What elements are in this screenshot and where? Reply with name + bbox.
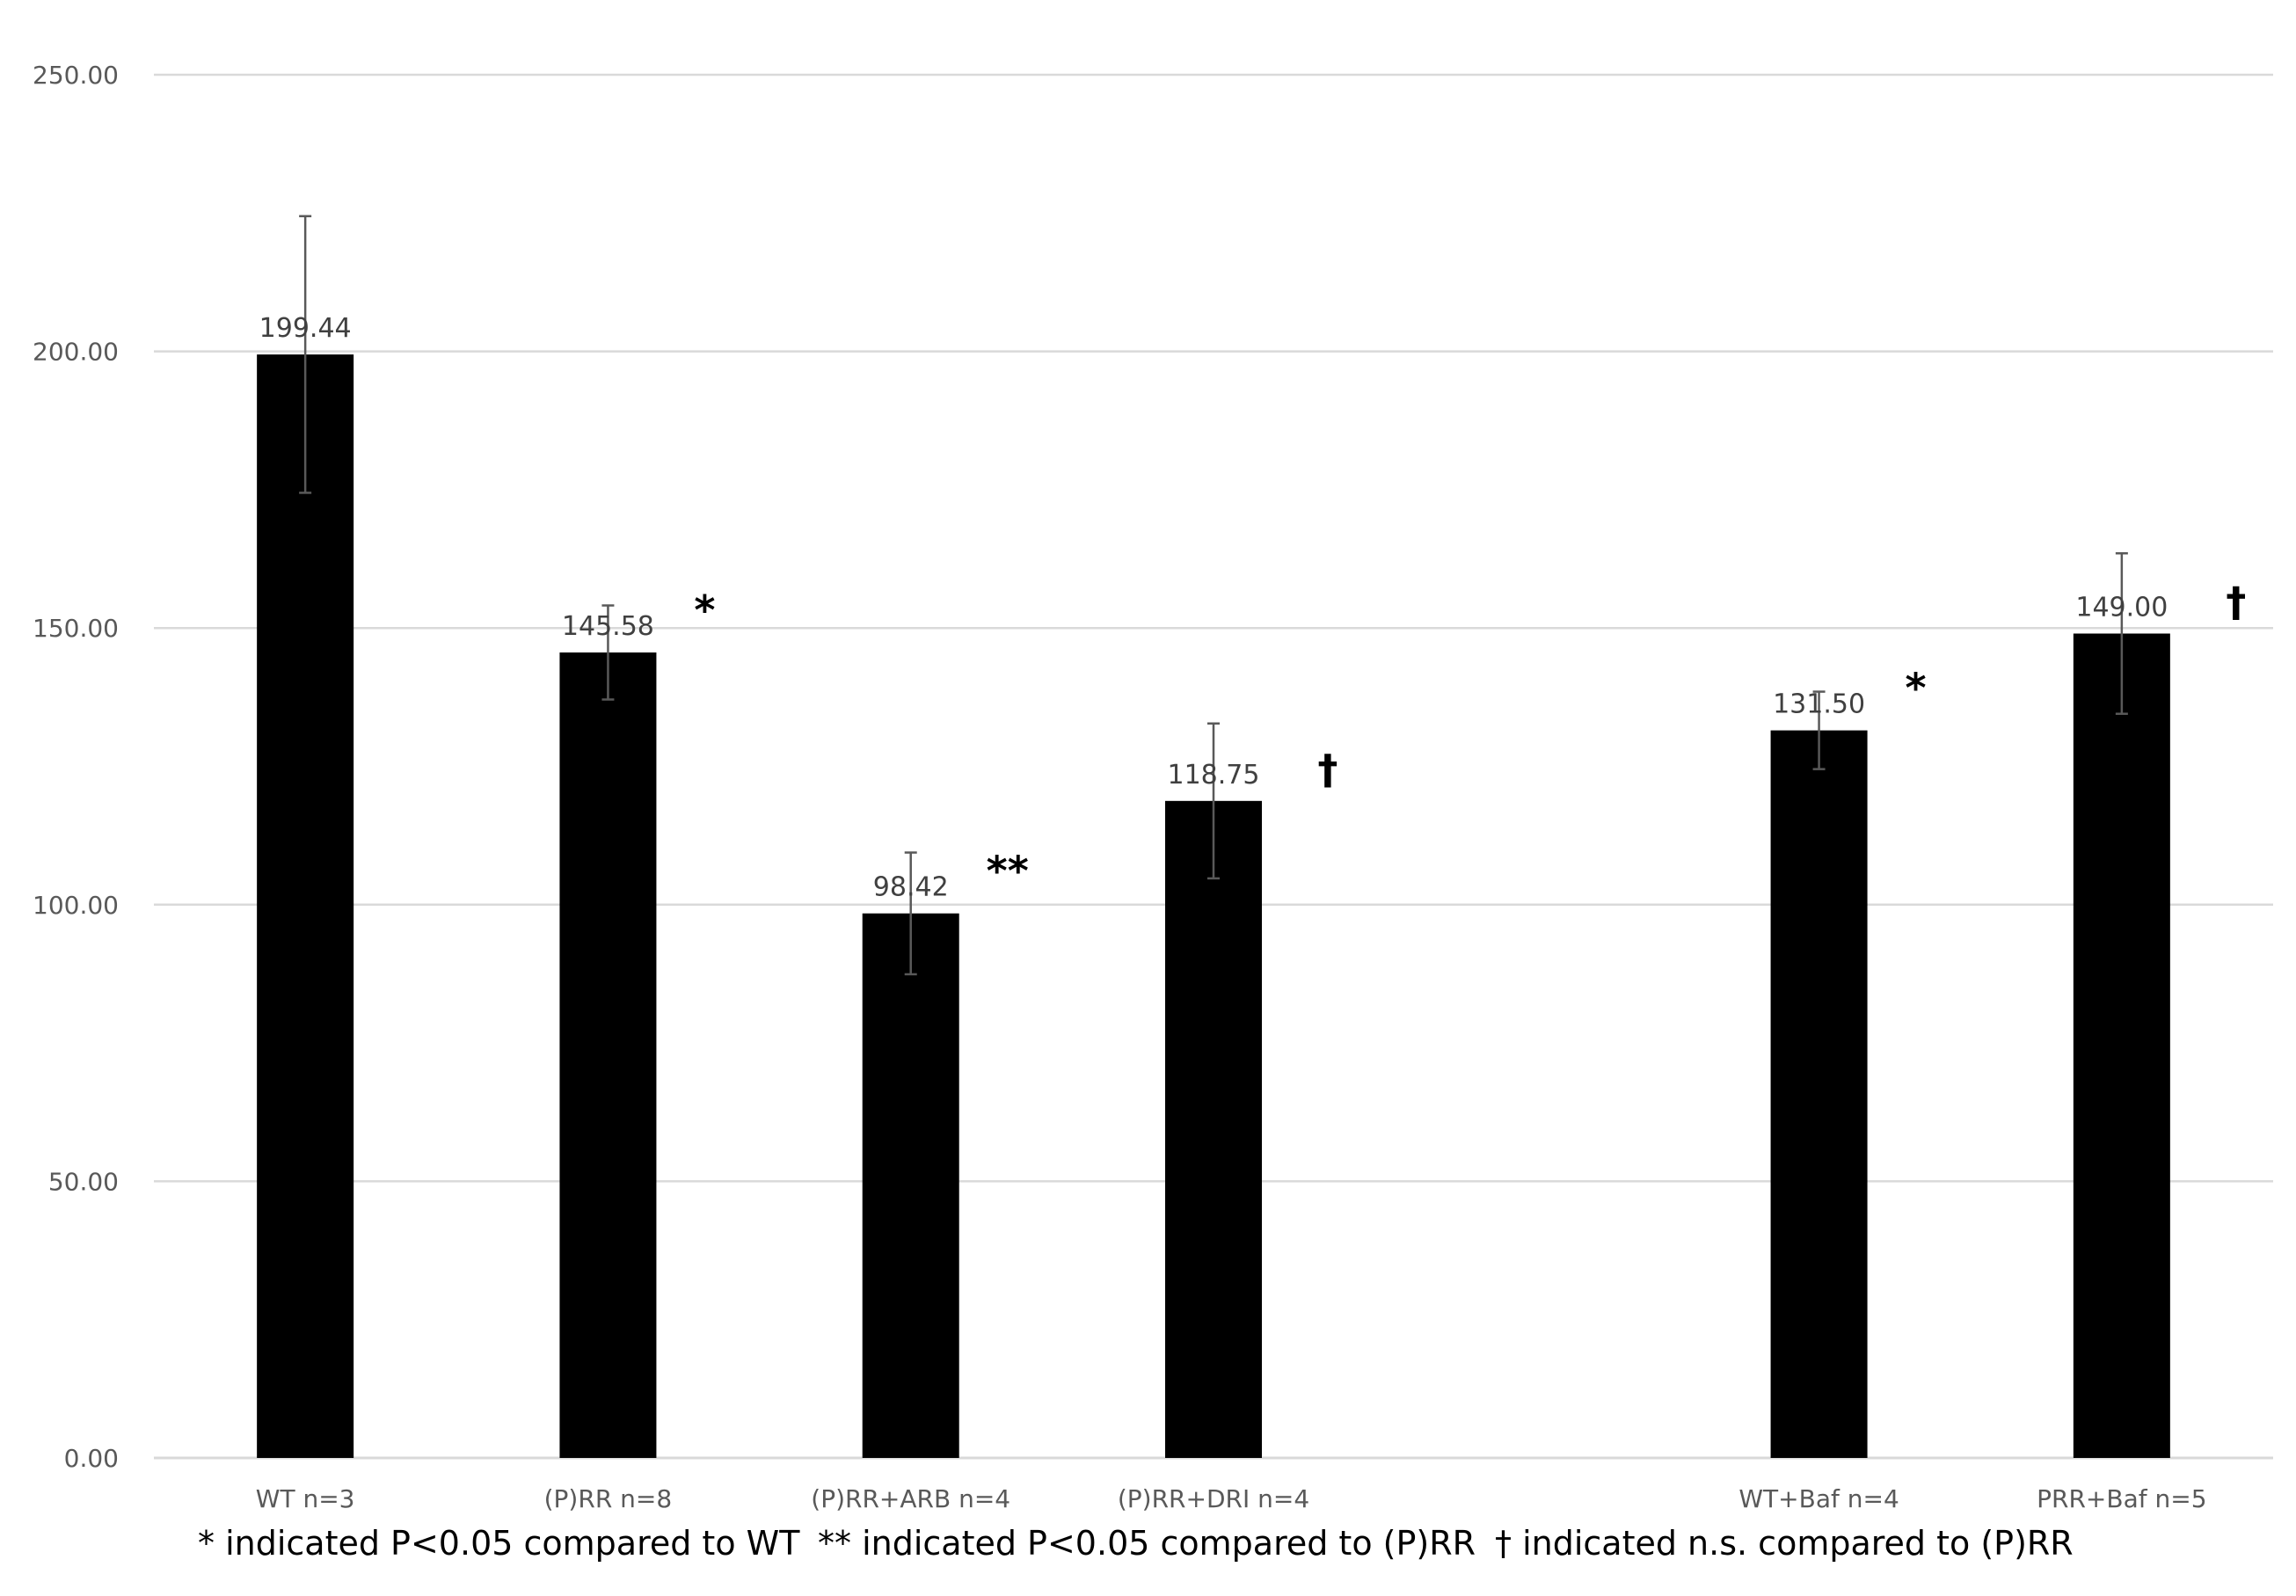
category-label-2: (P)RR+ARB n=4: [811, 1484, 1010, 1513]
significance-mark-1: *: [694, 587, 715, 634]
footnotes: * indicated P<0.05 compared to WT ** ind…: [198, 1524, 2074, 1563]
bar-3: [1165, 800, 1262, 1458]
bars: [257, 354, 2170, 1458]
bar-6: [2073, 633, 2170, 1458]
bar-1: [559, 652, 657, 1458]
data-label-3: 118.75: [1168, 760, 1260, 791]
data-label-2: 98.42: [873, 872, 949, 903]
x-axis-category-labels: WT n=3 (P)RR n=8 (P)RR+ARB n=4 (P)RR+DRI n=…: [256, 1484, 2207, 1513]
significance-mark-5: *: [1906, 665, 1927, 712]
error-bar-3: [1207, 722, 1220, 880]
category-label-1: (P)RR n=8: [544, 1484, 673, 1513]
y-tick-label-0: 0.00: [64, 1444, 119, 1473]
error-bar-1: [601, 604, 615, 701]
footnote-wt: * indicated P<0.05 compared to WT: [198, 1524, 800, 1563]
y-tick-label-4: 200.00: [33, 338, 119, 367]
y-tick-label-1: 50.00: [48, 1167, 119, 1196]
data-label-1: 145.58: [562, 611, 654, 642]
bar-2: [862, 913, 959, 1458]
error-bar-2: [904, 851, 917, 976]
error-bar-6: [2115, 552, 2128, 715]
footnote-prr: ** indicated P<0.05 compared to (P)RR: [818, 1524, 1476, 1563]
y-axis-tick-labels: 0.00 50.00 100.00 150.00 200.00 250.00: [33, 61, 119, 1473]
bar-0: [257, 354, 354, 1458]
category-label-6: PRR+Baf n=5: [2037, 1484, 2206, 1513]
category-label-3: (P)RR+DRI n=4: [1118, 1484, 1309, 1513]
data-labels: 199.44 145.58 98.42 118.75 131.50 149.00: [259, 313, 2168, 903]
data-label-6: 149.00: [2075, 592, 2168, 623]
error-bar-0: [299, 215, 312, 494]
significance-mark-6: †: [2226, 578, 2246, 625]
category-label-5: WT+Baf n=4: [1738, 1484, 1899, 1513]
data-label-5: 131.50: [1773, 689, 1865, 720]
significance-marks: ***†*†: [694, 578, 2246, 894]
bar-5: [1770, 730, 1868, 1458]
error-bar-5: [1812, 690, 1826, 770]
significance-mark-2: **: [987, 848, 1029, 895]
data-label-0: 199.44: [259, 313, 352, 344]
significance-mark-3: †: [1318, 746, 1338, 793]
footnote-ns: † indicated n.s. compared to (P)RR: [1495, 1524, 2074, 1563]
error-bars: [299, 215, 2128, 976]
y-tick-label-3: 150.00: [33, 614, 119, 643]
y-tick-label-5: 250.00: [33, 61, 119, 90]
category-label-0: WT n=3: [256, 1484, 355, 1513]
y-tick-label-2: 100.00: [33, 891, 119, 920]
